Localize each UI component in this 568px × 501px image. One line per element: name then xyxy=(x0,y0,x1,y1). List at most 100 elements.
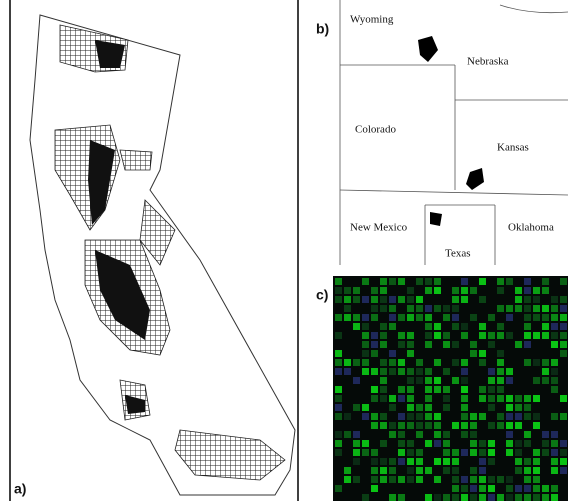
field-pixel xyxy=(416,404,423,411)
field-pixel xyxy=(461,395,468,402)
field-pixel xyxy=(524,314,531,321)
field-pixel xyxy=(461,323,468,330)
field-pixel xyxy=(380,359,387,366)
field-pixel xyxy=(398,476,405,483)
field-pixel xyxy=(533,377,540,384)
field-pixel xyxy=(524,296,531,303)
field-pixel xyxy=(398,341,405,348)
field-pixel xyxy=(380,467,387,474)
field-pixel xyxy=(353,359,360,366)
field-pixel xyxy=(425,305,432,312)
field-pixel xyxy=(353,404,360,411)
field-pixel xyxy=(542,287,549,294)
field-pixel xyxy=(452,467,459,474)
field-pixel xyxy=(551,485,558,492)
field-pixel xyxy=(362,413,369,420)
field-pixel xyxy=(398,494,405,501)
field-pixel xyxy=(524,413,531,420)
field-pixel xyxy=(452,458,459,465)
field-pixel xyxy=(479,494,486,501)
field-pixel xyxy=(488,485,495,492)
field-pixel xyxy=(488,377,495,384)
field-pixel xyxy=(524,404,531,411)
field-pixel xyxy=(407,305,414,312)
field-pixel xyxy=(560,332,567,339)
field-pixel xyxy=(452,323,459,330)
field-pixel xyxy=(344,296,351,303)
field-pixel xyxy=(335,449,342,456)
field-pixel xyxy=(533,467,540,474)
field-pixel xyxy=(362,440,369,447)
field-pixel xyxy=(497,287,504,294)
field-pixel xyxy=(416,314,423,321)
field-pixel xyxy=(425,386,432,393)
field-pixel xyxy=(335,296,342,303)
state-label: Nebraska xyxy=(467,56,509,68)
field-pixel xyxy=(551,413,558,420)
field-pixel xyxy=(425,404,432,411)
field-pixel xyxy=(425,314,432,321)
field-pixel xyxy=(371,458,378,465)
field-pixel xyxy=(497,368,504,375)
field-pixel xyxy=(371,368,378,375)
field-pixel xyxy=(353,296,360,303)
field-pixel xyxy=(380,368,387,375)
field-pixel xyxy=(371,305,378,312)
field-pixel xyxy=(524,359,531,366)
field-pixel xyxy=(479,395,486,402)
field-pixel xyxy=(416,377,423,384)
field-pixel xyxy=(461,431,468,438)
field-pixel xyxy=(407,386,414,393)
field-pixel xyxy=(452,449,459,456)
field-pixel xyxy=(443,386,450,393)
field-pixel xyxy=(470,467,477,474)
field-pixel xyxy=(335,395,342,402)
field-pixel xyxy=(551,377,558,384)
field-pixel xyxy=(470,413,477,420)
field-pixel xyxy=(479,350,486,357)
field-pixel xyxy=(560,314,567,321)
field-pixel xyxy=(443,314,450,321)
field-pixel xyxy=(344,368,351,375)
field-pixel xyxy=(398,440,405,447)
field-pixel xyxy=(533,305,540,312)
field-pixel xyxy=(488,368,495,375)
field-pixel xyxy=(443,341,450,348)
field-pixel xyxy=(470,431,477,438)
field-pixel xyxy=(416,296,423,303)
field-pixel xyxy=(479,413,486,420)
field-pixel xyxy=(479,323,486,330)
field-pixel xyxy=(452,476,459,483)
field-pixel xyxy=(407,476,414,483)
crop-site xyxy=(418,36,438,62)
field-pixel xyxy=(398,332,405,339)
field-pixel xyxy=(344,467,351,474)
border xyxy=(340,190,568,195)
field-pixel xyxy=(461,485,468,492)
field-pixel xyxy=(479,278,486,285)
field-pixel xyxy=(479,467,486,474)
state-label: Wyoming xyxy=(350,14,394,26)
field-pixel xyxy=(407,440,414,447)
field-pixel xyxy=(560,278,567,285)
field-pixel xyxy=(515,458,522,465)
field-pixel xyxy=(560,350,567,357)
state-label: New Mexico xyxy=(350,222,408,234)
field-pixel xyxy=(506,431,513,438)
field-pixel xyxy=(398,314,405,321)
field-pixel xyxy=(425,413,432,420)
field-pixel xyxy=(497,377,504,384)
field-pixel xyxy=(380,476,387,483)
field-pixel xyxy=(542,323,549,330)
crop-site xyxy=(430,212,442,226)
field-pixel xyxy=(389,323,396,330)
field-pixel xyxy=(335,485,342,492)
field-pixel xyxy=(380,422,387,429)
field-pixel xyxy=(452,296,459,303)
field-pixel xyxy=(434,494,441,501)
field-pixel xyxy=(371,449,378,456)
field-pixel xyxy=(371,476,378,483)
field-pixel xyxy=(542,440,549,447)
field-pixel xyxy=(515,305,522,312)
field-pixel xyxy=(371,287,378,294)
